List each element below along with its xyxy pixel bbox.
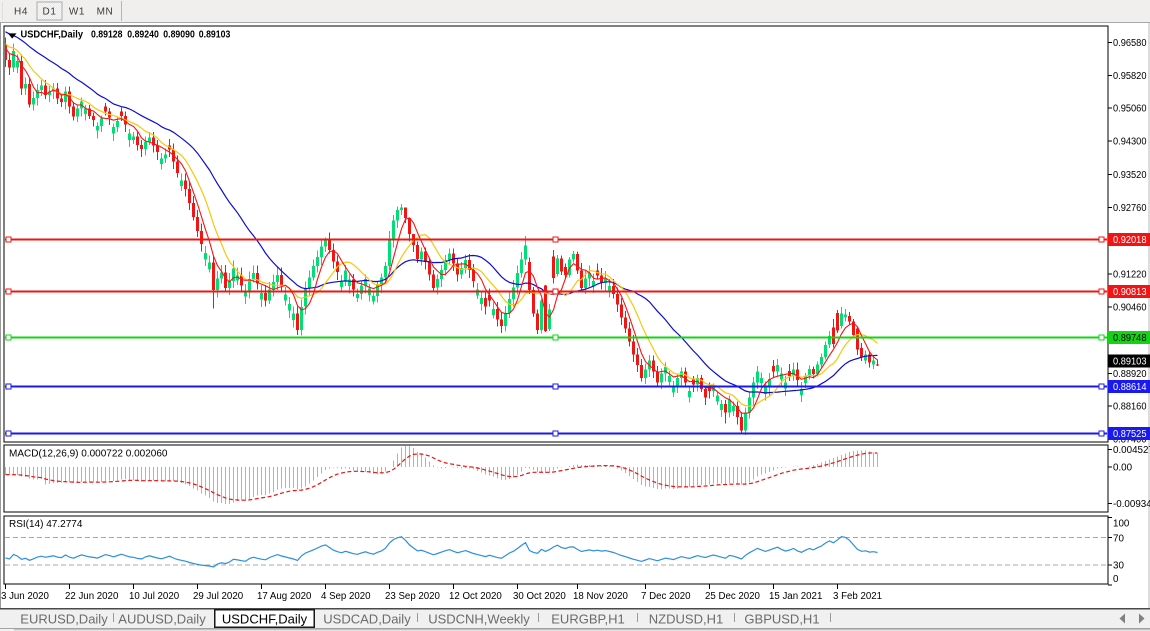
svg-text:17 Aug 2020: 17 Aug 2020: [257, 591, 312, 602]
svg-text:0.89090: 0.89090: [163, 29, 195, 40]
svg-text:0.93520: 0.93520: [1113, 170, 1147, 181]
svg-text:MACD(12,26,9) 0.000722 0.00206: MACD(12,26,9) 0.000722 0.002060: [9, 449, 168, 460]
svg-text:0.004527: 0.004527: [1113, 445, 1150, 456]
svg-text:70: 70: [1113, 533, 1124, 544]
svg-text:100: 100: [1113, 518, 1130, 529]
svg-text:-0.009348: -0.009348: [1113, 499, 1150, 510]
svg-text:RSI(14) 47.2774: RSI(14) 47.2774: [9, 519, 83, 530]
svg-text:0.88614: 0.88614: [1113, 382, 1147, 393]
svg-text:USDCAD,Daily: USDCAD,Daily: [323, 612, 411, 627]
svg-text:H4: H4: [14, 7, 28, 18]
svg-text:0.92018: 0.92018: [1113, 235, 1147, 246]
svg-text:29 Jul 2020: 29 Jul 2020: [193, 591, 244, 602]
svg-text:0.89240: 0.89240: [127, 29, 159, 40]
svg-text:0.89128: 0.89128: [91, 29, 123, 40]
svg-text:0.90460: 0.90460: [1113, 302, 1147, 313]
svg-text:MN: MN: [97, 7, 114, 18]
svg-text:0.91220: 0.91220: [1113, 270, 1147, 281]
svg-text:0.95060: 0.95060: [1113, 104, 1147, 115]
svg-text:EURGBP,H1: EURGBP,H1: [551, 612, 624, 627]
svg-text:23 Sep 2020: 23 Sep 2020: [385, 591, 441, 602]
svg-text:AUDUSD,Daily: AUDUSD,Daily: [118, 612, 206, 627]
svg-text:0: 0: [1113, 574, 1119, 585]
svg-text:0.96580: 0.96580: [1113, 38, 1147, 49]
svg-text:7 Dec 2020: 7 Dec 2020: [641, 591, 691, 602]
svg-text:10 Jul 2020: 10 Jul 2020: [129, 591, 180, 602]
svg-text:22 Jun 2020: 22 Jun 2020: [65, 591, 119, 602]
svg-text:0.88920: 0.88920: [1113, 369, 1147, 380]
svg-text:0.00: 0.00: [1113, 463, 1133, 474]
svg-text:0.89103: 0.89103: [1113, 357, 1147, 368]
svg-text:3 Jun 2020: 3 Jun 2020: [1, 591, 50, 602]
svg-text:25 Dec 2020: 25 Dec 2020: [705, 591, 761, 602]
svg-text:30: 30: [1113, 560, 1124, 571]
svg-text:0.88160: 0.88160: [1113, 402, 1147, 413]
svg-text:15 Jan 2021: 15 Jan 2021: [769, 591, 822, 602]
svg-text:EURUSD,Daily: EURUSD,Daily: [20, 612, 108, 627]
svg-text:D1: D1: [43, 7, 57, 18]
svg-text:18 Nov 2020: 18 Nov 2020: [573, 591, 629, 602]
svg-text:12 Oct 2020: 12 Oct 2020: [449, 591, 502, 602]
svg-text:0.95820: 0.95820: [1113, 71, 1147, 82]
svg-text:0.89103: 0.89103: [199, 29, 231, 40]
svg-text:GBPUSD,H1: GBPUSD,H1: [744, 612, 819, 627]
svg-text:30 Oct 2020: 30 Oct 2020: [513, 591, 566, 602]
svg-text:USDCHF,Daily: USDCHF,Daily: [222, 612, 308, 627]
svg-text:W1: W1: [69, 7, 85, 18]
svg-text:0.89748: 0.89748: [1113, 333, 1147, 344]
svg-text:0.87525: 0.87525: [1113, 429, 1147, 440]
svg-text:4 Sep 2020: 4 Sep 2020: [321, 591, 371, 602]
svg-text:0.94300: 0.94300: [1113, 137, 1147, 148]
svg-text:0.92760: 0.92760: [1113, 203, 1147, 214]
svg-text:USDCHF,Daily: USDCHF,Daily: [21, 29, 84, 40]
svg-text:USDCNH,Weekly: USDCNH,Weekly: [428, 612, 530, 627]
svg-text:0.90813: 0.90813: [1113, 287, 1147, 298]
svg-text:3 Feb 2021: 3 Feb 2021: [833, 591, 882, 602]
svg-text:NZDUSD,H1: NZDUSD,H1: [649, 612, 723, 627]
